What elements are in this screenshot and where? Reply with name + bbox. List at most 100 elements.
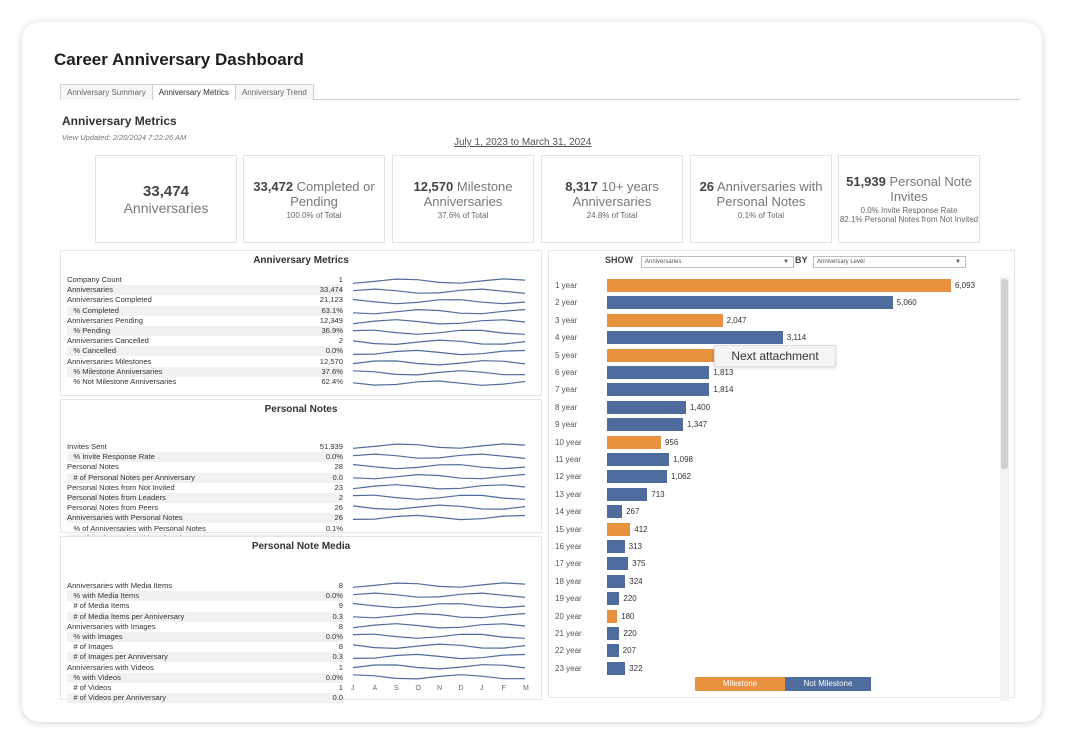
sparkline [352, 514, 526, 521]
tab-anniversary-summary[interactable]: Anniversary Summary [60, 84, 153, 100]
by-dropdown[interactable]: Anniversary Level ▼ [813, 256, 966, 268]
bar-value-label: 3,114 [786, 333, 807, 343]
metric-label: Anniversaries Milestones [67, 356, 152, 366]
bar-value-label: 1,400 [690, 402, 711, 412]
bar[interactable] [607, 592, 620, 606]
bar[interactable] [607, 470, 667, 484]
show-dropdown[interactable]: Anniversaries ▼ [641, 256, 794, 268]
metric-label: Anniversaries with Media Items [67, 581, 173, 590]
metric-value: 33,474 [319, 285, 343, 295]
panel-title: Anniversary Metrics [253, 255, 349, 266]
bar-value-label: 207 [622, 646, 637, 656]
by-label: BY [795, 255, 808, 265]
metric-value: 0.0% [325, 672, 343, 682]
legend-not-milestone[interactable]: Not Milestone [785, 677, 871, 691]
sparkline [352, 653, 526, 660]
sparkline [352, 319, 526, 325]
kpi-value: 33,472 [253, 178, 294, 194]
sparkline [352, 453, 526, 459]
bar[interactable] [607, 644, 619, 658]
bar[interactable] [607, 400, 687, 414]
bar-value-label: 220 [623, 629, 637, 638]
bar[interactable] [607, 296, 893, 310]
metric-value: 0.0% [325, 452, 343, 462]
metric-row: Personal Notes from Not Invited 23 [67, 483, 343, 493]
personal-notes-panel: Personal Notes Invites Sent 51,939 % Invi… [60, 399, 542, 544]
metric-label: Anniversaries Cancelled [67, 336, 149, 346]
metric-row: Anniversaries with Videos 1 [67, 663, 343, 673]
bar[interactable] [607, 313, 723, 327]
bar[interactable] [607, 627, 620, 640]
metric-value: 26 [334, 503, 343, 513]
sparkline [352, 504, 526, 511]
metric-label: Personal Notes from Leaders [67, 493, 166, 502]
metric-label: % Milestone Anniversaries [67, 366, 163, 376]
legend-milestone[interactable]: Milestone [695, 677, 785, 691]
metric-value: 37.6% [321, 366, 343, 376]
bar[interactable] [607, 487, 648, 501]
bar[interactable] [607, 574, 626, 588]
bar[interactable] [607, 331, 783, 345]
sparkline [352, 298, 526, 305]
bar-value-label: 412 [634, 524, 648, 534]
metric-label: # of Images per Anniversary [67, 652, 168, 662]
bar[interactable] [607, 279, 951, 292]
scrollbar-thumb[interactable] [1001, 279, 1008, 469]
metric-row: % Cancelled 0.0% [67, 346, 343, 357]
sparkline [352, 674, 526, 680]
bar-value-label: 6,093 [955, 281, 976, 290]
metric-label: % of Anniversaries with Personal Notes [67, 523, 206, 533]
bar[interactable] [607, 505, 623, 519]
metric-value: 0.0% [325, 346, 343, 356]
panel-title: Personal Note Media [251, 541, 351, 552]
month-tick: F [501, 685, 506, 692]
bar-category-label: 18 year [555, 576, 582, 586]
metric-label: Anniversaries [67, 285, 114, 295]
bar[interactable] [607, 366, 710, 379]
kpi-label: Anniversaries with Personal Notes [716, 178, 823, 209]
bar[interactable] [607, 418, 684, 432]
kpi-milestone: 12,570 Milestone Anniversaries 37.6% of … [392, 155, 534, 243]
metric-value: 8 [338, 642, 343, 652]
bar-category-label: 23 year [555, 663, 582, 673]
bar[interactable] [607, 609, 618, 623]
bar[interactable] [607, 522, 631, 536]
scrollbar[interactable] [1000, 277, 1009, 701]
metric-row: # of Personal Notes per Anniversary 0.0 [67, 472, 343, 483]
sparkline [352, 380, 526, 386]
tab-anniversary-trend[interactable]: Anniversary Trend [234, 84, 314, 100]
metric-label: Personal Notes [67, 462, 119, 472]
kpi-sub: 100.0% of Total [286, 210, 342, 220]
tab-anniversary-metrics[interactable]: Anniversary Metrics [151, 84, 236, 100]
bar-category-label: 13 year [555, 489, 582, 499]
bar[interactable] [607, 348, 715, 362]
metric-row: Anniversaries with Media Items 8 [67, 581, 343, 591]
kpi-sub: 24.8% of Total [586, 210, 638, 220]
metric-row: % with Images 0.0% [67, 632, 343, 642]
metric-label: Personal Notes from Peers [67, 503, 159, 513]
metric-row: Anniversaries Pending 12,349 [67, 316, 343, 326]
kpi-sub: 0.0% Invite Response Rate [860, 206, 958, 215]
sparklines [352, 443, 526, 521]
metric-value: 2 [338, 493, 343, 502]
kpi-sub-2: 82.1% Personal Notes from Not Invited [839, 215, 979, 224]
metric-value: 21,123 [319, 295, 343, 305]
bar[interactable] [607, 540, 625, 553]
month-tick: M [523, 685, 529, 692]
bar[interactable] [607, 435, 661, 449]
metric-label: # of Media Items per Anniversary [67, 611, 185, 621]
bar[interactable] [607, 661, 626, 675]
sparkline [352, 602, 526, 609]
sparkline [352, 633, 526, 639]
metric-value: 0.0 [332, 693, 343, 703]
bar-category-label: 4 year [555, 333, 578, 343]
bar-category-label: 7 year [555, 385, 578, 395]
sparkline [352, 308, 526, 315]
sparkline [352, 463, 526, 470]
bar[interactable] [607, 557, 629, 571]
bar[interactable] [607, 383, 710, 397]
bar[interactable] [607, 453, 669, 466]
bar-category-label: 15 year [555, 524, 582, 534]
date-range-link[interactable]: July 1, 2023 to March 31, 2024 [454, 137, 592, 148]
